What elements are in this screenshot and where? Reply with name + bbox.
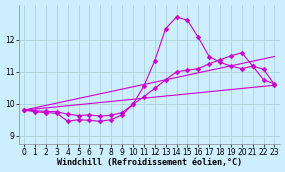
X-axis label: Windchill (Refroidissement éolien,°C): Windchill (Refroidissement éolien,°C): [57, 158, 242, 167]
